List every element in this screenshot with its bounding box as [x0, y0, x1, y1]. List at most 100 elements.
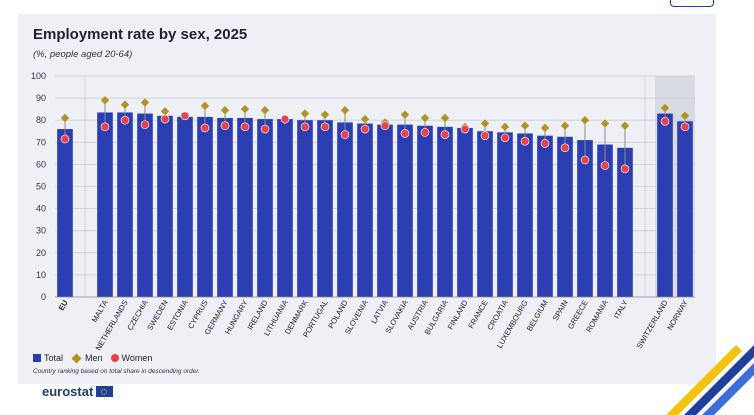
- bar-total: [397, 124, 413, 298]
- point-women: [180, 111, 190, 121]
- point-women: [360, 124, 370, 134]
- point-men: [480, 119, 490, 128]
- point-men: [60, 113, 70, 123]
- bar-total: [557, 136, 573, 297]
- point-men: [520, 121, 530, 130]
- point-men: [100, 96, 110, 105]
- ranking-note: Country ranking based on total share in …: [33, 368, 201, 375]
- point-women: [540, 139, 550, 148]
- men-diamond-icon: [71, 353, 82, 363]
- point-men: [540, 123, 550, 133]
- bar-total: [357, 123, 373, 297]
- eu-flag-icon: [96, 386, 114, 397]
- point-men: [580, 116, 590, 125]
- point-men: [560, 121, 570, 130]
- bar-total: [477, 131, 493, 297]
- bar-total: [177, 116, 193, 297]
- y-tick-label: 30: [36, 226, 46, 236]
- point-women: [400, 129, 410, 138]
- point-women: [680, 122, 690, 132]
- point-men: [420, 113, 430, 123]
- bar-total: [137, 113, 153, 297]
- point-women: [600, 161, 610, 170]
- point-women: [280, 114, 290, 124]
- point-men: [260, 106, 270, 115]
- point-men: [500, 122, 510, 132]
- bar-total: [277, 119, 293, 297]
- point-women: [160, 114, 170, 124]
- bar-total: [297, 120, 313, 297]
- y-tick-label: 100: [31, 71, 46, 81]
- point-women: [100, 122, 110, 132]
- point-men: [660, 103, 670, 113]
- chart-title: Employment rate by sex, 2025: [33, 26, 248, 43]
- bar-total: [497, 132, 513, 297]
- point-men: [300, 109, 310, 118]
- y-tick-label: 60: [36, 159, 46, 169]
- point-men: [120, 100, 130, 109]
- point-men: [140, 98, 150, 107]
- y-tick-label: 90: [36, 93, 46, 103]
- legend-men: Men: [71, 353, 103, 363]
- bar-total: [457, 127, 473, 297]
- women-circle-icon: [110, 354, 119, 362]
- point-women: [380, 121, 390, 131]
- x-tick-label: ITALY: [612, 299, 630, 321]
- bar-total: [237, 117, 253, 298]
- point-women: [500, 133, 510, 143]
- point-men: [620, 121, 630, 130]
- bar-total: [437, 126, 453, 297]
- point-men: [240, 104, 250, 114]
- legend-total: Total: [33, 353, 63, 363]
- point-women: [460, 124, 470, 134]
- x-tick-label: LATVIA: [369, 298, 390, 325]
- bar-total: [157, 115, 173, 297]
- legend-women-label: Women: [121, 353, 153, 363]
- bar-total: [117, 112, 133, 297]
- legend-total-label: Total: [44, 353, 64, 363]
- top-tab[interactable]: [670, 0, 714, 7]
- bar-total: [537, 135, 553, 297]
- point-men: [360, 114, 370, 124]
- eurostat-logo: eurostat: [42, 384, 114, 399]
- point-men: [220, 106, 230, 115]
- legend-men-label: Men: [85, 353, 103, 363]
- point-women: [660, 117, 670, 126]
- point-women: [60, 134, 70, 144]
- point-women: [420, 128, 430, 137]
- bar-total: [197, 116, 213, 297]
- y-tick-label: 20: [36, 248, 46, 258]
- point-women: [620, 164, 630, 174]
- y-tick-label: 10: [36, 270, 46, 280]
- point-women: [320, 122, 330, 132]
- point-women: [520, 136, 530, 146]
- point-women: [200, 123, 210, 133]
- point-men: [400, 110, 410, 119]
- point-women: [140, 120, 150, 129]
- point-men: [600, 119, 610, 128]
- bar-total: [517, 133, 533, 297]
- x-tick-label: SWITZERLAND: [635, 298, 670, 350]
- bar-total: [417, 125, 433, 297]
- bar-total: [617, 147, 633, 297]
- x-tick-label: MALTA: [90, 298, 110, 324]
- bar-total: [377, 124, 393, 298]
- bar-total: [657, 113, 673, 297]
- y-tick-label: 0: [41, 292, 46, 302]
- x-tick-label: EU: [57, 298, 70, 312]
- decorative-stripes-icon: [666, 345, 754, 415]
- point-women: [240, 122, 250, 132]
- bar-total: [57, 129, 73, 297]
- point-women: [260, 124, 270, 134]
- bar-total: [677, 121, 693, 298]
- point-women: [340, 130, 350, 139]
- bar-total: [597, 144, 613, 297]
- legend: Total Men Women: [33, 353, 152, 363]
- y-tick-label: 40: [36, 204, 46, 214]
- point-women: [300, 122, 310, 132]
- point-women: [220, 121, 230, 131]
- point-men: [680, 111, 690, 120]
- point-women: [120, 115, 130, 125]
- point-women: [440, 130, 450, 139]
